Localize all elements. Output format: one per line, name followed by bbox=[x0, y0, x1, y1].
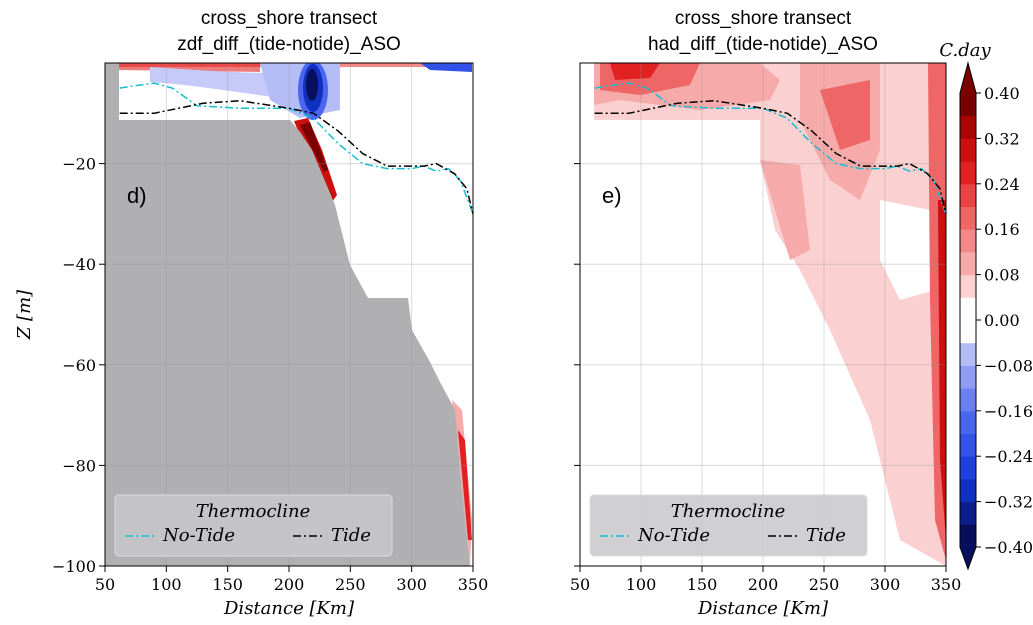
y-axis-label: Z [m] bbox=[14, 289, 35, 340]
plot-frame bbox=[104, 62, 474, 567]
colorbar-tick-label: −0.32 bbox=[984, 493, 1033, 512]
y-tick-label: −20 bbox=[62, 155, 96, 174]
legend-title: Thermocline bbox=[196, 501, 311, 522]
colorbar-band bbox=[960, 297, 976, 321]
colorbar-band bbox=[960, 93, 976, 117]
panel-label: e) bbox=[602, 183, 622, 208]
colorbar-label: C.day bbox=[939, 40, 991, 61]
colorbar: −0.40 −0.32 −0.24 −0.16 −0.08 0.00 0.08 0.16 0.2… bbox=[939, 40, 1033, 571]
legend-label: Tide bbox=[331, 525, 371, 546]
thermocline-line bbox=[594, 99, 947, 215]
panel: cross_shore transect zdf_diff_(tide-notid… bbox=[14, 8, 488, 619]
x-tick-label: 300 bbox=[870, 575, 901, 594]
colorbar-tick-label: 0.08 bbox=[984, 266, 1020, 285]
colorbar-band bbox=[960, 206, 976, 230]
x-tick-label: 300 bbox=[396, 575, 427, 594]
colorbar-band bbox=[960, 342, 976, 366]
y-tick-label: −60 bbox=[62, 356, 96, 375]
colorbar-band bbox=[960, 524, 976, 548]
legend-box bbox=[114, 494, 393, 557]
chart-title: cross_shore transect bbox=[201, 8, 378, 29]
colorbar-extend bbox=[960, 547, 976, 569]
legend-label: No-Tide bbox=[162, 525, 235, 546]
colorbar-band bbox=[960, 183, 976, 207]
colorbar-band bbox=[960, 320, 976, 344]
colorbar-tick-label: 0.24 bbox=[984, 175, 1020, 194]
x-tick-label: 100 bbox=[626, 575, 657, 594]
colorbar-band bbox=[960, 365, 976, 389]
panel-label: d) bbox=[127, 183, 147, 208]
colorbar-tick-label: 0.16 bbox=[984, 220, 1020, 239]
y-tick-label: −80 bbox=[62, 456, 96, 475]
chart-subtitle: zdf_diff_(tide-notide)_ASO bbox=[177, 34, 401, 55]
colorbar-band bbox=[960, 388, 976, 412]
colorbar-band bbox=[960, 251, 976, 276]
chart-title: cross_shore transect bbox=[675, 8, 852, 29]
plot-frame bbox=[579, 62, 947, 567]
colorbar-tick-label: −0.16 bbox=[984, 402, 1033, 421]
thermocline-line bbox=[119, 99, 474, 215]
x-axis-label: Distance [Km] bbox=[697, 598, 829, 619]
x-tick-label: 100 bbox=[151, 575, 182, 594]
y-tick-label: −40 bbox=[62, 255, 96, 274]
x-tick-label: 150 bbox=[687, 575, 718, 594]
x-tick-label: 350 bbox=[458, 575, 489, 594]
legend-box bbox=[589, 494, 868, 557]
colorbar-band bbox=[960, 501, 976, 525]
bathymetry bbox=[105, 63, 470, 566]
x-tick-label: 250 bbox=[809, 575, 840, 594]
colorbar-band bbox=[960, 138, 976, 162]
colorbar-tick-label: −0.40 bbox=[984, 538, 1033, 557]
x-tick-label: 250 bbox=[335, 575, 366, 594]
colorbar-tick-label: −0.24 bbox=[984, 447, 1033, 466]
colorbar-tick-label: 0.32 bbox=[984, 129, 1020, 148]
colorbar-band bbox=[960, 456, 976, 480]
colorbar-tick-label: 0.40 bbox=[984, 84, 1020, 103]
x-tick-label: 50 bbox=[95, 575, 115, 594]
x-tick-label: 150 bbox=[212, 575, 243, 594]
thermocline-line bbox=[594, 82, 947, 215]
y-tick-label: −100 bbox=[52, 557, 96, 576]
x-tick-label: 50 bbox=[570, 575, 590, 594]
colorbar-band bbox=[960, 161, 976, 185]
colorbar-tick-label: 0.00 bbox=[984, 311, 1020, 330]
x-tick-label: 350 bbox=[931, 575, 962, 594]
panel: cross_shore transect had_diff_(tide-notid… bbox=[570, 8, 961, 619]
x-tick-label: 200 bbox=[274, 575, 305, 594]
x-tick-label: 200 bbox=[748, 575, 779, 594]
legend-label: No-Tide bbox=[637, 525, 710, 546]
legend-label: Tide bbox=[806, 525, 846, 546]
legend-title: Thermocline bbox=[671, 501, 786, 522]
thermocline-line bbox=[119, 82, 474, 215]
colorbar-tick-label: −0.08 bbox=[984, 356, 1033, 375]
colorbar-band bbox=[960, 478, 976, 503]
colorbar-band bbox=[960, 115, 976, 139]
colorbar-band bbox=[960, 229, 976, 253]
x-axis-label: Distance [Km] bbox=[223, 598, 355, 619]
colorbar-extend bbox=[960, 63, 976, 93]
contour-field bbox=[580, 63, 946, 566]
colorbar-band bbox=[960, 274, 976, 298]
colorbar-band bbox=[960, 433, 976, 457]
chart-subtitle: had_diff_(tide-notide)_ASO bbox=[648, 34, 878, 55]
colorbar-band bbox=[960, 410, 976, 434]
